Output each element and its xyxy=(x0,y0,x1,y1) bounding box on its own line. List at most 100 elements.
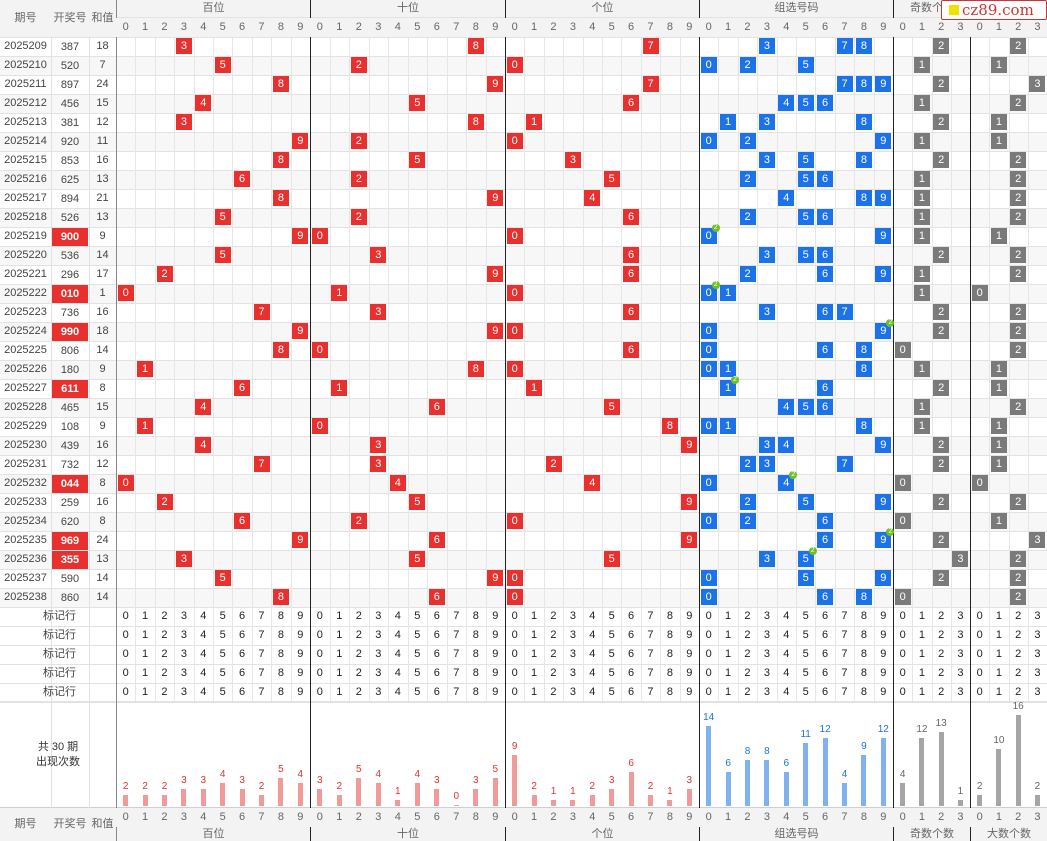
mark-cell: 4 xyxy=(589,667,596,679)
group-ball: 2 xyxy=(739,513,756,529)
big-count-ball: 2 xyxy=(1010,190,1027,206)
mark-cell: 7 xyxy=(453,610,460,622)
group-ball: 4 xyxy=(778,475,795,491)
digit-ball: 6 xyxy=(234,171,251,187)
header-number: 开奖号 xyxy=(51,0,89,37)
sum-cell: 16 xyxy=(96,306,109,318)
column-footer: 6 xyxy=(815,808,835,827)
mark-cell: 2 xyxy=(355,667,362,679)
row-background xyxy=(0,170,1047,189)
mark-cell: 7 xyxy=(841,648,848,660)
big-count-ball: 2 xyxy=(1010,551,1027,567)
sum-cell: 9 xyxy=(99,363,106,375)
odd-count-ball: 1 xyxy=(913,57,930,73)
row-background xyxy=(0,208,1047,227)
digit-ball: 8 xyxy=(272,190,289,206)
mark-cell: 4 xyxy=(589,610,596,622)
group-ball: 3 xyxy=(758,437,775,453)
odd-count-ball: 2 xyxy=(933,380,950,396)
number-cell: 520 xyxy=(60,60,80,72)
section-footer-title: 组选号码 xyxy=(700,827,893,841)
mark-cell: 5 xyxy=(219,610,226,622)
period-cell: 2025214 xyxy=(4,135,47,147)
number-cell: 180 xyxy=(60,364,80,376)
count-bar xyxy=(181,788,187,806)
mark-row-label: 标记行 xyxy=(43,648,76,660)
column-footer: 8 xyxy=(271,808,291,827)
site-logo[interactable]: cz89.com xyxy=(941,0,1047,20)
mark-cell: 8 xyxy=(860,648,867,660)
sum-cell: 14 xyxy=(96,344,109,356)
odd-count-ball: 1 xyxy=(913,190,930,206)
mark-cell: 7 xyxy=(841,629,848,641)
number-cell: 465 xyxy=(60,402,80,414)
digit-ball: 9 xyxy=(292,228,309,244)
digit-ball: 5 xyxy=(214,247,231,263)
mark-cell: 5 xyxy=(608,629,615,641)
period-cell: 2025209 xyxy=(4,40,47,52)
row-background xyxy=(0,360,1047,379)
mark-cell: 8 xyxy=(277,667,284,679)
group-ball: 8 xyxy=(855,589,872,605)
column-header: 3 xyxy=(368,18,388,37)
period-cell: 2025211 xyxy=(4,78,47,90)
count-label: 14 xyxy=(703,712,715,724)
mark-cell: 0 xyxy=(122,629,129,641)
mark-cell: 3 xyxy=(957,686,964,698)
mark-cell: 9 xyxy=(880,686,887,698)
column-footer: 0 xyxy=(505,808,525,827)
big-count-ball: 2 xyxy=(1010,171,1027,187)
mark-cell: 0 xyxy=(511,629,518,641)
mark-cell: 7 xyxy=(647,648,654,660)
mark-cell: 4 xyxy=(200,610,207,622)
digit-ball: 0 xyxy=(506,361,523,377)
column-footer: 6 xyxy=(427,808,447,827)
column-header: 0 xyxy=(116,18,136,37)
number-cell: 736 xyxy=(60,307,80,319)
odd-count-ball: 2 xyxy=(933,304,950,320)
mark-cell: 0 xyxy=(511,610,518,622)
mark-cell: 4 xyxy=(394,667,401,679)
count-label: 1 xyxy=(550,786,557,798)
mark-cell: 0 xyxy=(705,610,712,622)
column-footer: 0 xyxy=(310,808,330,827)
group-ball: 6 xyxy=(817,342,834,358)
mark-cell: 7 xyxy=(258,648,265,660)
count-bar xyxy=(842,783,847,806)
count-bar xyxy=(764,760,770,806)
row-background xyxy=(0,379,1047,398)
count-label: 9 xyxy=(511,740,518,752)
group-ball: 6 xyxy=(817,513,834,529)
mark-cell: 3 xyxy=(763,667,770,679)
repeat-badge: 2 xyxy=(789,471,798,479)
column-footer: 0 xyxy=(116,808,136,827)
big-count-ball: 2 xyxy=(1010,152,1027,168)
count-bar xyxy=(473,788,479,806)
section-footer-title: 大数个数 xyxy=(971,827,1047,841)
mark-cell: 6 xyxy=(822,610,829,622)
group-ball: 2 xyxy=(739,171,756,187)
mark-cell: 3 xyxy=(180,610,187,622)
mark-cell: 7 xyxy=(841,667,848,679)
mark-cell: 5 xyxy=(802,629,809,641)
header-sum: 和值 xyxy=(89,0,116,37)
mark-cell: 3 xyxy=(1034,610,1041,622)
mark-cell: 0 xyxy=(316,686,323,698)
odd-count-ball: 2 xyxy=(933,247,950,263)
mark-cell: 9 xyxy=(880,667,887,679)
period-cell: 2025210 xyxy=(4,59,47,71)
mark-cell: 5 xyxy=(219,648,226,660)
digit-ball: 4 xyxy=(195,399,212,415)
number-cell: 456 xyxy=(60,98,80,110)
mark-cell: 3 xyxy=(569,648,576,660)
mark-cell: 1 xyxy=(918,686,925,698)
row-background xyxy=(0,284,1047,303)
big-count-ball: 1 xyxy=(990,380,1007,396)
group-ball: 7 xyxy=(836,76,853,92)
mark-cell: 5 xyxy=(608,686,615,698)
big-count-ball: 1 xyxy=(990,456,1007,472)
digit-ball: 9 xyxy=(487,190,504,206)
digit-ball: 9 xyxy=(487,323,504,339)
mark-cell: 2 xyxy=(1015,686,1022,698)
